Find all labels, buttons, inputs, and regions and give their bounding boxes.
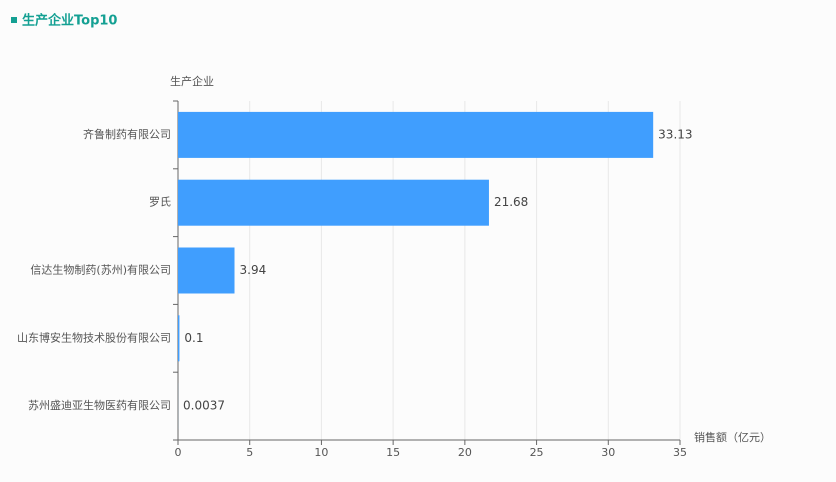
bar — [178, 247, 235, 294]
y-tick-label: 山东博安生物技术股份有限公司 — [17, 330, 171, 344]
page-title: 生产企业Top10 — [22, 13, 117, 29]
x-tick-label: 5 — [246, 446, 253, 459]
title-marker — [11, 17, 17, 23]
value-label: 0.0037 — [183, 399, 225, 413]
bar — [178, 315, 180, 362]
value-label: 21.68 — [494, 195, 528, 209]
x-tick-label: 10 — [314, 446, 328, 459]
y-tick-label: 信达生物制药(苏州)有限公司 — [30, 263, 171, 277]
y-tick-label: 苏州盛迪亚生物医药有限公司 — [28, 398, 171, 412]
x-tick-label: 20 — [458, 446, 472, 459]
value-label: 33.13 — [658, 127, 692, 141]
bar — [178, 111, 654, 158]
value-label: 0.1 — [184, 331, 203, 345]
y-tick-label: 齐鲁制药有限公司 — [83, 127, 171, 141]
y-axis-title: 生产企业 — [170, 74, 214, 88]
bar — [178, 179, 489, 226]
y-tick-label: 罗氏 — [149, 196, 171, 209]
x-tick-label: 30 — [601, 446, 615, 459]
x-axis-title: 销售额（亿元） — [694, 430, 771, 444]
x-tick-label: 35 — [673, 446, 687, 459]
x-tick-label: 25 — [530, 446, 544, 459]
x-tick-label: 0 — [175, 446, 182, 459]
x-tick-label: 15 — [386, 446, 400, 459]
value-label: 3.94 — [240, 263, 267, 277]
